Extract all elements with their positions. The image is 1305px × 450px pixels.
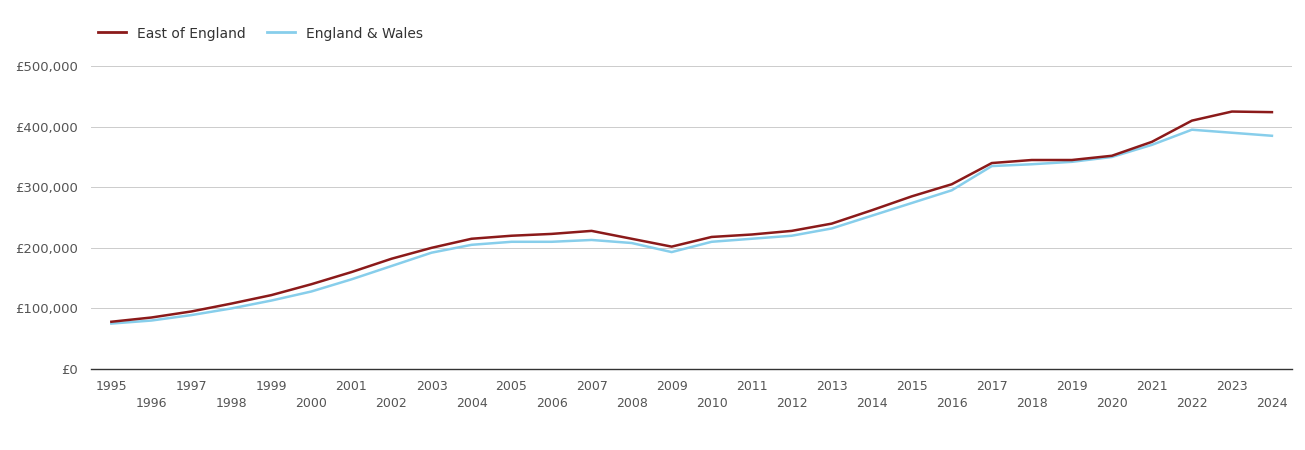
Text: 1996: 1996: [136, 397, 167, 410]
Text: 2019: 2019: [1056, 380, 1087, 393]
Text: 1998: 1998: [215, 397, 247, 410]
Text: 2008: 2008: [616, 397, 647, 410]
Text: 2003: 2003: [416, 380, 448, 393]
Text: 2001: 2001: [335, 380, 367, 393]
Text: 2009: 2009: [656, 380, 688, 393]
Text: 1995: 1995: [95, 380, 127, 393]
Text: 2020: 2020: [1096, 397, 1128, 410]
Text: 2022: 2022: [1176, 397, 1207, 410]
Text: 2018: 2018: [1017, 397, 1048, 410]
Text: 1997: 1997: [176, 380, 207, 393]
Text: 2006: 2006: [536, 397, 568, 410]
Text: 2011: 2011: [736, 380, 767, 393]
Text: 2024: 2024: [1257, 397, 1288, 410]
Text: 2017: 2017: [976, 380, 1007, 393]
Text: 2004: 2004: [455, 397, 487, 410]
Text: 2012: 2012: [776, 397, 808, 410]
Text: 2010: 2010: [696, 397, 727, 410]
Text: 2007: 2007: [576, 380, 608, 393]
Legend: East of England, England & Wales: East of England, England & Wales: [98, 27, 423, 41]
Text: 2014: 2014: [856, 397, 887, 410]
Text: 2013: 2013: [816, 380, 847, 393]
Text: 2000: 2000: [295, 397, 328, 410]
Text: 2021: 2021: [1137, 380, 1168, 393]
Text: 1999: 1999: [256, 380, 287, 393]
Text: 2002: 2002: [376, 397, 407, 410]
Text: 2005: 2005: [496, 380, 527, 393]
Text: 2015: 2015: [897, 380, 928, 393]
Text: 2016: 2016: [936, 397, 967, 410]
Text: 2023: 2023: [1216, 380, 1248, 393]
